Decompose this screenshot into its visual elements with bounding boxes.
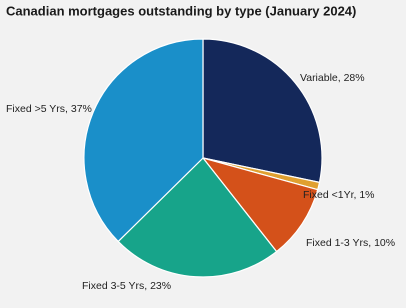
- pie-slice: [117, 157, 278, 278]
- slice-label: Fixed 3-5 Yrs, 23%: [82, 280, 171, 292]
- pie-slice: [202, 38, 323, 184]
- pie-slice: [83, 38, 204, 243]
- pie-slice: [201, 156, 319, 253]
- slice-label: Variable, 28%: [300, 72, 365, 84]
- slice-label: Fixed >5 Yrs, 37%: [6, 103, 92, 115]
- slice-label: Fixed 1-3 Yrs, 10%: [306, 237, 395, 249]
- slice-label: Fixed <1Yr, 1%: [303, 189, 375, 201]
- chart-title: Canadian mortgages outstanding by type (…: [6, 3, 356, 18]
